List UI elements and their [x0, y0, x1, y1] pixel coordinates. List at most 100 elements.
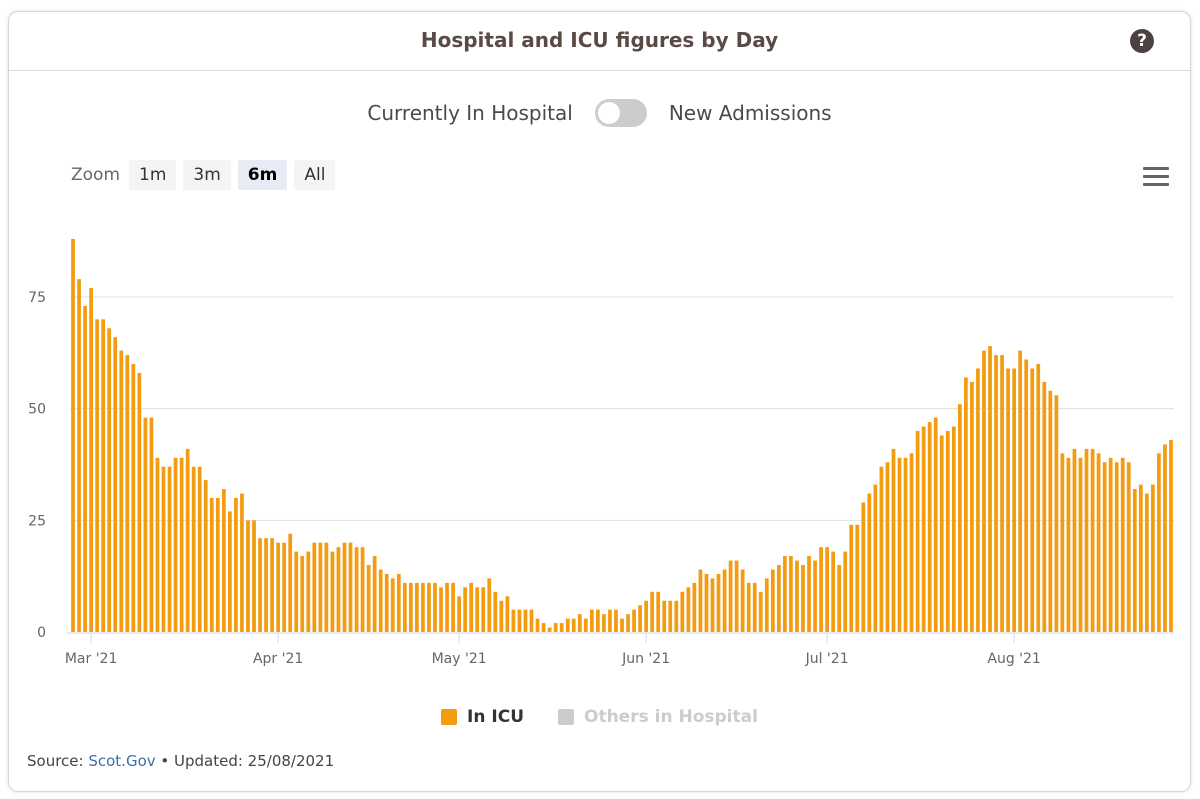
icu-bar[interactable]: [614, 609, 618, 632]
icu-bar[interactable]: [469, 582, 474, 632]
icu-bar[interactable]: [813, 560, 817, 632]
icu-bar[interactable]: [909, 453, 914, 632]
icu-bar[interactable]: [1114, 462, 1119, 632]
icu-bar[interactable]: [493, 591, 498, 632]
icu-bar[interactable]: [185, 448, 190, 632]
icu-bar[interactable]: [547, 627, 552, 632]
icu-bar[interactable]: [161, 466, 166, 632]
icu-bar[interactable]: [867, 493, 872, 632]
icu-bar[interactable]: [837, 565, 842, 632]
icu-bar[interactable]: [783, 556, 787, 632]
icu-bar[interactable]: [801, 565, 805, 632]
icu-bar[interactable]: [668, 600, 673, 632]
icu-bar[interactable]: [312, 542, 317, 632]
icu-bar[interactable]: [855, 524, 860, 632]
icu-bar[interactable]: [722, 569, 727, 632]
legend-item-others-in-hospital[interactable]: Others in Hospital: [558, 707, 758, 727]
icu-bar[interactable]: [384, 573, 389, 632]
icu-bar[interactable]: [1078, 457, 1083, 632]
icu-bar[interactable]: [143, 417, 148, 632]
icu-bar[interactable]: [234, 498, 238, 632]
icu-bar[interactable]: [197, 466, 202, 632]
icu-bar[interactable]: [825, 547, 829, 632]
icu-bar[interactable]: [807, 556, 811, 632]
icu-bar[interactable]: [789, 556, 793, 632]
icu-bar[interactable]: [988, 346, 992, 632]
icu-bar[interactable]: [674, 600, 679, 632]
icu-bar[interactable]: [740, 569, 745, 632]
icu-bar[interactable]: [903, 457, 908, 632]
icu-bar[interactable]: [101, 319, 106, 632]
icu-bar[interactable]: [626, 614, 630, 632]
icu-bar[interactable]: [620, 618, 624, 632]
icu-bar[interactable]: [318, 542, 323, 632]
icu-bar[interactable]: [1144, 493, 1149, 632]
icu-bar[interactable]: [758, 591, 763, 632]
icu-bar[interactable]: [994, 355, 998, 632]
icu-bar[interactable]: [390, 578, 395, 632]
icu-bar[interactable]: [927, 422, 932, 632]
icu-bar[interactable]: [481, 587, 486, 632]
icu-bar[interactable]: [1157, 453, 1161, 632]
icu-bar[interactable]: [764, 578, 769, 632]
icu-bar[interactable]: [282, 542, 287, 632]
icu-bar[interactable]: [240, 493, 244, 632]
icu-bar[interactable]: [638, 605, 642, 632]
icu-bar[interactable]: [415, 582, 419, 632]
icu-bar[interactable]: [324, 542, 329, 632]
icu-bar[interactable]: [523, 609, 528, 632]
icu-bar[interactable]: [89, 288, 93, 632]
icu-bar[interactable]: [698, 569, 703, 632]
icu-bar[interactable]: [1036, 364, 1041, 632]
icu-bar[interactable]: [125, 355, 130, 632]
icu-bar[interactable]: [957, 404, 962, 632]
icu-bar[interactable]: [372, 556, 377, 632]
icu-bar[interactable]: [873, 484, 878, 632]
icu-bar[interactable]: [1126, 462, 1131, 632]
icu-bar[interactable]: [939, 435, 944, 632]
icu-bar[interactable]: [831, 551, 836, 632]
icu-bar[interactable]: [662, 600, 667, 632]
icu-bar[interactable]: [439, 587, 443, 632]
icu-bar[interactable]: [571, 618, 576, 632]
icu-bar[interactable]: [83, 305, 87, 632]
icu-bar[interactable]: [487, 578, 492, 632]
icu-bar[interactable]: [1024, 359, 1029, 632]
icu-bar[interactable]: [77, 279, 81, 632]
icu-bar[interactable]: [951, 426, 956, 632]
icu-bar[interactable]: [191, 466, 196, 632]
icu-bar[interactable]: [402, 582, 407, 632]
icu-bar[interactable]: [776, 565, 781, 632]
icu-bar[interactable]: [849, 524, 854, 632]
icu-bar[interactable]: [602, 614, 606, 632]
icu-bar[interactable]: [264, 538, 268, 632]
icu-bar[interactable]: [1030, 368, 1035, 632]
icu-bar[interactable]: [427, 582, 431, 632]
icu-bar[interactable]: [155, 457, 160, 632]
icu-bar[interactable]: [517, 609, 522, 632]
icu-bar[interactable]: [433, 582, 437, 632]
icu-bar[interactable]: [589, 609, 594, 632]
icu-bar[interactable]: [819, 547, 823, 632]
icu-bar[interactable]: [964, 377, 968, 632]
icu-bar[interactable]: [203, 480, 208, 632]
hamburger-menu-icon[interactable]: [1143, 167, 1169, 187]
icu-bar[interactable]: [970, 381, 974, 632]
icu-bar[interactable]: [1169, 439, 1173, 632]
icu-bar[interactable]: [861, 502, 866, 632]
icu-bar[interactable]: [1163, 444, 1167, 632]
icu-bar[interactable]: [179, 457, 184, 632]
icu-bar[interactable]: [149, 417, 154, 632]
icu-bar[interactable]: [976, 368, 980, 632]
zoom-button-1m[interactable]: 1m: [129, 160, 177, 190]
icu-bar[interactable]: [879, 466, 884, 632]
icu-bar[interactable]: [451, 582, 455, 632]
icu-bar[interactable]: [632, 609, 636, 632]
icu-bar[interactable]: [644, 600, 648, 632]
icu-bar[interactable]: [795, 560, 799, 632]
icu-bar[interactable]: [511, 609, 516, 632]
icu-bar[interactable]: [1138, 484, 1143, 632]
icu-bar[interactable]: [656, 591, 661, 632]
icu-bar[interactable]: [1120, 457, 1125, 632]
view-toggle-switch[interactable]: [594, 99, 647, 127]
